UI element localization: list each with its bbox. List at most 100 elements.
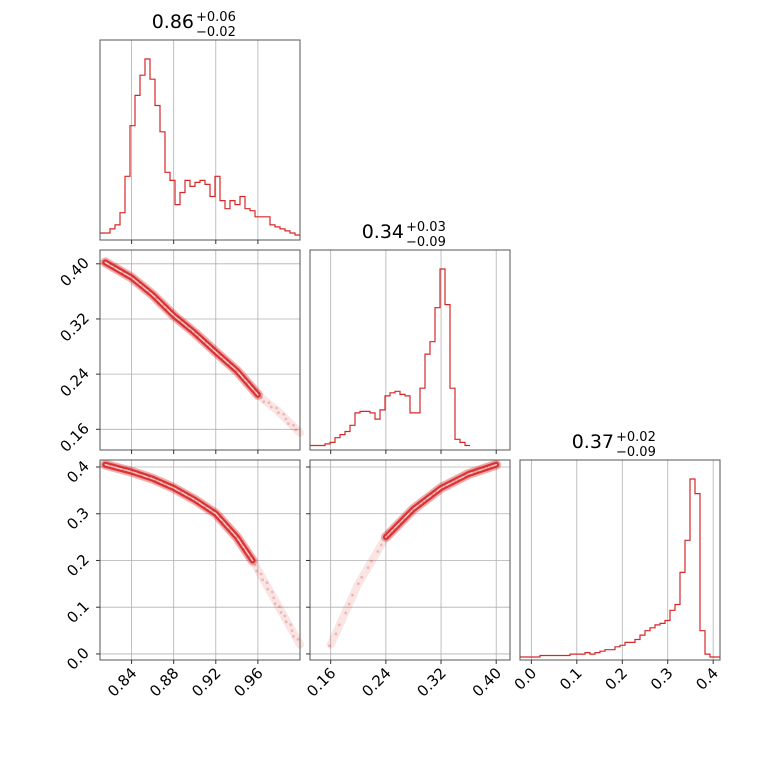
scatter-point [440,486,443,489]
scatter-point [242,548,246,551]
param-title-value-1: 0.86 [152,11,194,33]
scatter-point [226,522,229,526]
y-tick-label: 0.40 [56,254,92,290]
scatter-cloud [101,460,304,649]
scatter-point [112,466,115,469]
scatter-point [434,490,438,494]
x-tick-label: 0.1 [556,664,586,694]
scatter-point [147,290,151,294]
scatter-point [278,605,281,608]
scatter-point [241,542,245,546]
axes-frame [99,39,301,241]
scatter-point [108,463,112,467]
scatter-point [186,493,190,497]
scatter-point [466,473,469,477]
scatter-point [154,478,158,482]
param-title-minus-2: −0.09 [406,235,446,250]
scatter-point [179,490,183,494]
scatter-point [124,274,128,278]
scatter-point [485,466,489,470]
scatter-point [262,400,266,404]
scatter-point [424,498,428,502]
density-contour-inner [385,463,497,538]
scatter-point [220,357,224,361]
scatter-point [408,511,412,514]
scatter-point [152,292,156,295]
scatter-point [334,632,338,636]
scatter-point [257,392,261,395]
scatter-point [196,335,200,338]
scatter-point [243,376,246,380]
scatter-point [118,465,121,469]
scatter-panel-2 [96,459,304,664]
scatter-point [267,401,271,405]
scatter-point [360,575,364,579]
param-title-plus-3: +0.02 [616,430,656,445]
scatter-point [328,644,331,648]
scatter-point [261,578,264,582]
scatter-point [118,267,121,271]
scatter-point [475,470,479,473]
scatter-point [385,534,389,538]
scatter-point [170,483,173,487]
scatter-point [213,351,217,355]
scatter-point [282,412,286,416]
scatter-point [218,515,222,519]
x-tick-label: 0.2 [602,664,632,694]
scatter-point [130,276,134,279]
scatter-point [398,521,402,524]
scatter-point [186,325,190,328]
scatter-point [193,497,197,501]
scatter-point [177,487,180,491]
scatter-point [206,508,210,512]
scatter-point [443,484,447,488]
scatter-point [284,417,288,421]
param-title-minus-1: −0.02 [196,25,236,40]
scatter-point [203,341,207,344]
scatter-point [290,629,294,632]
param-title-value-3: 0.37 [572,431,614,453]
scatter-point [181,323,185,327]
y-tick-label: 0.24 [56,364,92,400]
scatter-point [140,285,143,289]
scatter-point [201,501,205,505]
scatter-cloud [326,460,501,649]
scatter-point [189,329,193,332]
scatter-point [294,428,298,432]
scatter-point [218,353,222,356]
scatter-point [266,587,270,591]
scatter-point [164,484,168,487]
scatter-point [121,271,125,274]
scatter-point [482,466,485,470]
scatter-point [157,301,160,305]
scatter-point [112,266,115,270]
scatter-point [164,307,168,311]
scatter-point [145,286,149,290]
x-tick-label: 0.4 [692,664,722,694]
scatter-point [235,535,239,539]
scatter-point [226,358,229,362]
histogram-steps-2 [310,268,470,447]
y-tick-label: 0.32 [56,309,92,345]
scatter-panel-1 [96,249,304,454]
scatter-point [453,479,457,483]
scatter-point [296,637,300,641]
x-tick-label: 0.88 [146,664,182,700]
histogram-panel-3: 0.37 +0.02−0.09 [519,430,721,664]
scatter-point [259,572,263,576]
scatter-point [253,389,256,393]
param-title-plus-1: +0.06 [196,10,236,25]
scatter-point [179,319,183,323]
scatter-point [248,555,252,558]
scatter-point [247,550,251,553]
scatter-point [124,470,128,474]
y-tick-label: 0.1 [63,597,93,627]
scatter-point [121,467,125,471]
scatter-point [272,596,276,600]
scatter-point [347,602,351,606]
y-tick-label: 0.2 [63,551,93,581]
scatter-point [193,330,197,334]
scatter-point [228,527,232,531]
scatter-point [250,384,254,387]
y-tick-label: 0.0 [63,644,93,674]
